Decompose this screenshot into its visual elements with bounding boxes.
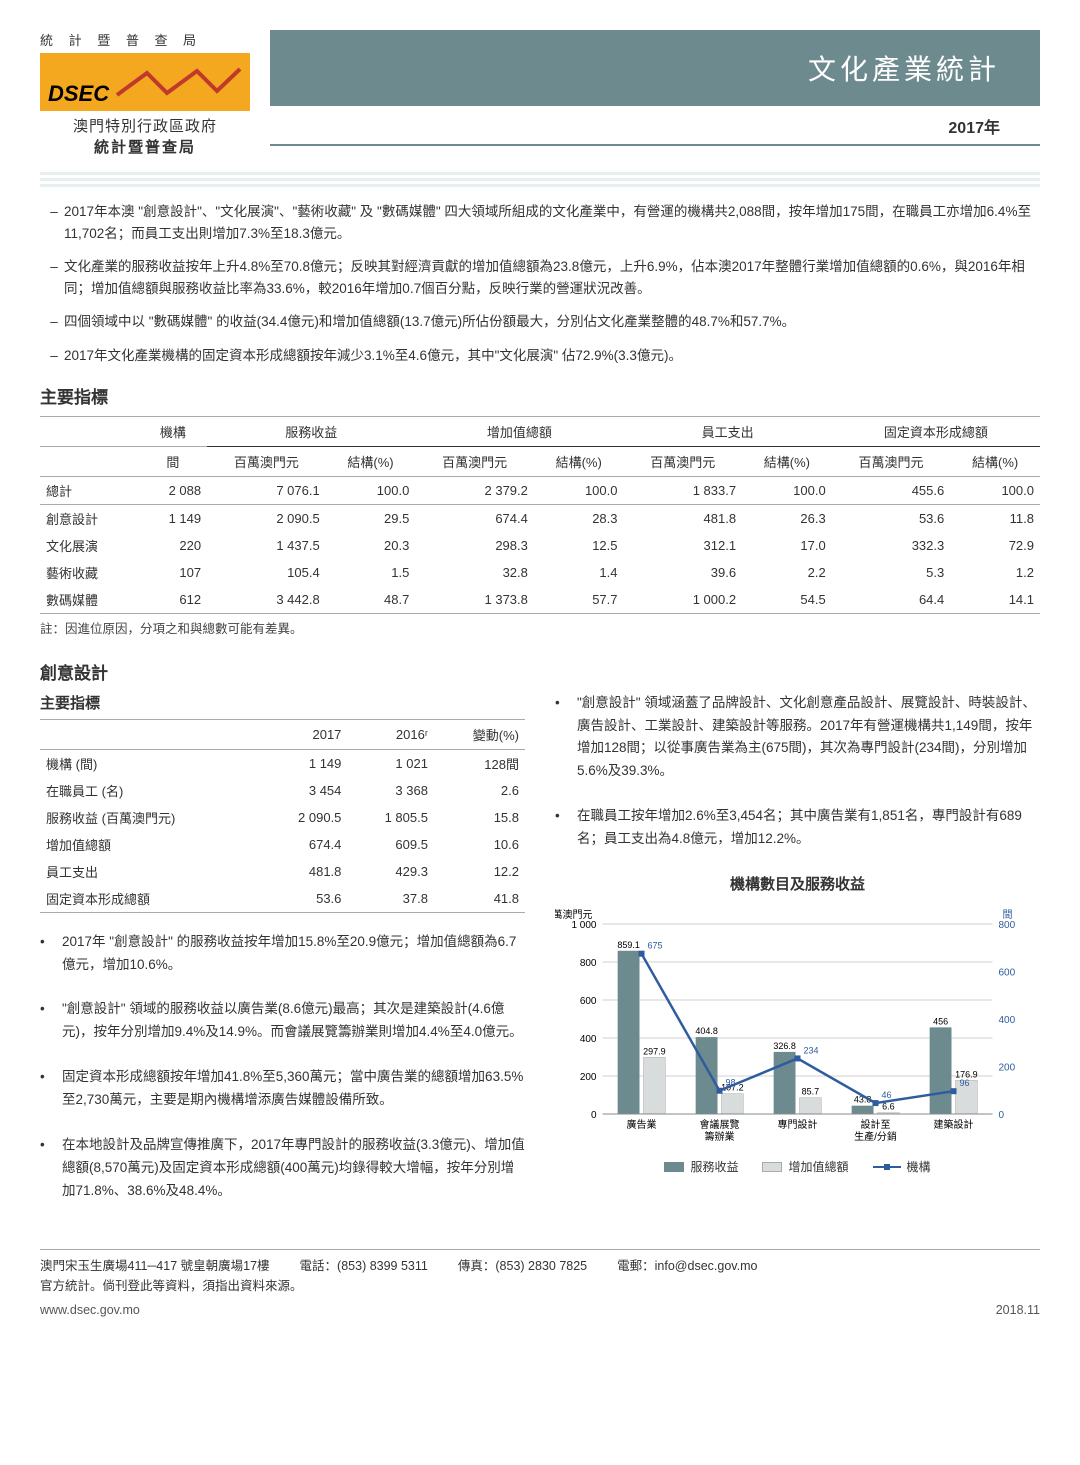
svg-text:234: 234 xyxy=(804,1046,819,1056)
header-right: 文化產業統計 2017年 xyxy=(270,30,1040,157)
left-bullets: •2017年 "創意設計" 的服務收益按年增加15.8%至20.9億元；增加值總… xyxy=(40,931,525,1203)
svg-text:85.7: 85.7 xyxy=(802,1087,820,1097)
footer-date: 2018.11 xyxy=(996,1300,1040,1320)
footer-line2: 官方統計。倘刊登此等資料，須指出資料來源。 xyxy=(40,1276,1040,1296)
table-note: 註：因進位原因，分項之和與總數可能有差異。 xyxy=(40,618,1040,637)
svg-text:廣告業: 廣告業 xyxy=(627,1118,657,1131)
svg-text:0: 0 xyxy=(999,1110,1005,1121)
logo-dsec: DSEC xyxy=(48,81,109,107)
svg-text:籌辦業: 籌辦業 xyxy=(705,1130,735,1143)
bullet-item: •"創意設計" 領域的服務收益以廣告業(8.6億元)最高；其次是建築設計(4.6… xyxy=(40,998,525,1044)
section2-title: 創意設計 xyxy=(40,659,1040,684)
bullet-item: •在職員工按年增加2.6%至3,454名；其中廣告業有1,851名，專門設計有6… xyxy=(555,805,1040,851)
footer: 澳門宋玉生廣場411─417 號皇朝廣場17樓 電話：(853) 8399 53… xyxy=(40,1249,1040,1320)
svg-text:會議展覽: 會議展覽 xyxy=(700,1118,740,1131)
two-column-layout: 主要指標 20172016ʳ變動(%)機構 (間)1 1491 021128間在… xyxy=(40,692,1040,1225)
svg-text:0: 0 xyxy=(591,1110,597,1121)
svg-text:6.6: 6.6 xyxy=(882,1102,895,1112)
bullet-item: •固定資本形成總額按年增加41.8%至5,360萬元；當中廣告業的總額增加63.… xyxy=(40,1066,525,1112)
svg-text:800: 800 xyxy=(580,958,597,969)
svg-text:1 000: 1 000 xyxy=(571,920,596,931)
stripe-divider xyxy=(40,169,1040,187)
main-table-title: 主要指標 xyxy=(40,383,1040,408)
right-column: •"創意設計" 領域涵蓋了品牌設計、文化創意產品設計、展覽設計、時裝設計、廣告設… xyxy=(555,692,1040,1225)
bar-line-chart: 0 200 400 600 800 1 000 0 200 400 600 800 百萬澳門元 間 859… xyxy=(555,904,1040,1154)
year-label: 2017年 xyxy=(270,106,1040,146)
chart-wrap: 0 200 400 600 800 1 000 0 200 400 600 800 百萬澳門元 間 859… xyxy=(555,904,1040,1154)
intro-item: –2017年文化產業機構的固定資本形成總額按年減少3.1%至4.6億元，其中"文… xyxy=(44,345,1036,367)
intro-item: –2017年本澳 "創意設計"、"文化展演"、"藝術收藏" 及 "數碼媒體" 四… xyxy=(44,201,1036,244)
legend-series2: 增加值總額 xyxy=(762,1158,848,1175)
footer-fax: 傳真：(853) 2830 7825 xyxy=(458,1256,587,1276)
left-column: 主要指標 20172016ʳ變動(%)機構 (間)1 1491 021128間在… xyxy=(40,692,525,1225)
bullet-item: •2017年 "創意設計" 的服務收益按年增加15.8%至20.9億元；增加值總… xyxy=(40,931,525,977)
intro-item: –文化產業的服務收益按年上升4.8%至70.8億元；反映其對經濟貢獻的增加值總額… xyxy=(44,256,1036,299)
small-table-title: 主要指標 xyxy=(40,692,525,713)
svg-text:96: 96 xyxy=(960,1078,970,1088)
svg-text:600: 600 xyxy=(999,968,1016,979)
svg-text:400: 400 xyxy=(999,1015,1016,1026)
chart-area: 機構數目及服務收益 0 200 400 600 800 1 000 0 200 400 600 80… xyxy=(555,873,1040,1175)
footer-email: 電郵：info@dsec.gov.mo xyxy=(617,1256,757,1276)
svg-text:建築設計: 建築設計 xyxy=(934,1118,974,1131)
logo-top-text: 統 計 暨 普 查 局 xyxy=(40,30,250,51)
svg-text:百萬澳門元: 百萬澳門元 xyxy=(555,908,593,921)
svg-text:675: 675 xyxy=(648,941,663,951)
svg-text:200: 200 xyxy=(999,1063,1016,1074)
svg-text:98: 98 xyxy=(726,1078,736,1088)
footer-url: www.dsec.gov.mo xyxy=(40,1300,140,1320)
svg-text:600: 600 xyxy=(580,996,597,1007)
svg-text:專門設計: 專門設計 xyxy=(778,1118,818,1131)
main-indicators-table: 機構服務收益增加值總額員工支出固定資本形成總額間百萬澳門元結構(%)百萬澳門元結… xyxy=(40,416,1040,614)
logo-sub2: 統計暨普查局 xyxy=(40,136,250,157)
zigzag-icon xyxy=(112,65,242,105)
svg-text:46: 46 xyxy=(882,1090,892,1100)
logo-box: DSEC xyxy=(40,53,250,111)
svg-text:設計至: 設計至 xyxy=(861,1118,891,1131)
svg-text:404.8: 404.8 xyxy=(695,1026,718,1036)
legend-series3: 機構 xyxy=(873,1158,931,1175)
right-bullets: •"創意設計" 領域涵蓋了品牌設計、文化創意產品設計、展覽設計、時裝設計、廣告設… xyxy=(555,692,1040,852)
svg-text:生產/分銷: 生產/分銷 xyxy=(854,1130,897,1143)
footer-tel: 電話：(853) 8399 5311 xyxy=(300,1256,428,1276)
svg-text:400: 400 xyxy=(580,1034,597,1045)
bullet-item: •在本地設計及品牌宣傳推廣下，2017年專門設計的服務收益(3.3億元)、增加值… xyxy=(40,1134,525,1203)
bullet-item: •"創意設計" 領域涵蓋了品牌設計、文化創意產品設計、展覽設計、時裝設計、廣告設… xyxy=(555,692,1040,784)
svg-text:326.8: 326.8 xyxy=(773,1041,796,1051)
page-title: 文化產業統計 xyxy=(270,30,1040,106)
legend-series1: 服務收益 xyxy=(664,1158,738,1175)
svg-text:859.1: 859.1 xyxy=(617,940,640,950)
svg-text:200: 200 xyxy=(580,1072,597,1083)
header-block: 統 計 暨 普 查 局 DSEC 澳門特別行政區政府 統計暨普查局 文化產業統計… xyxy=(40,30,1040,157)
logo-block: 統 計 暨 普 查 局 DSEC 澳門特別行政區政府 統計暨普查局 xyxy=(40,30,250,157)
intro-list: –2017年本澳 "創意設計"、"文化展演"、"藝術收藏" 及 "數碼媒體" 四… xyxy=(40,201,1040,367)
footer-addr: 澳門宋玉生廣場411─417 號皇朝廣場17樓 xyxy=(40,1256,270,1276)
creative-design-table: 20172016ʳ變動(%)機構 (間)1 1491 021128間在職員工 (… xyxy=(40,719,525,913)
svg-text:800: 800 xyxy=(999,920,1016,931)
svg-text:297.9: 297.9 xyxy=(643,1047,666,1057)
svg-text:間: 間 xyxy=(1003,909,1013,921)
chart-title: 機構數目及服務收益 xyxy=(555,873,1040,894)
intro-item: –四個領域中以 "數碼媒體" 的收益(34.4億元)和增加值總額(13.7億元)… xyxy=(44,311,1036,333)
logo-sub1: 澳門特別行政區政府 xyxy=(40,115,250,136)
chart-legend: 服務收益 增加值總額 機構 xyxy=(555,1158,1040,1175)
svg-text:456: 456 xyxy=(933,1017,948,1027)
